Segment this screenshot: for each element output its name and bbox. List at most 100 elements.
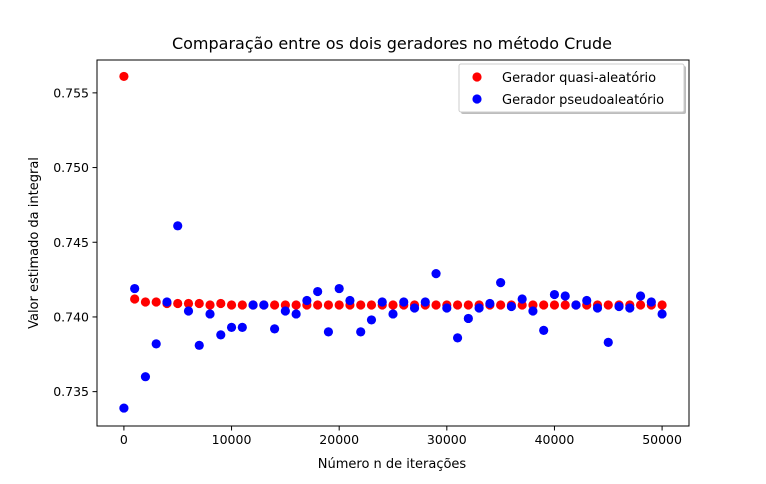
data-point <box>657 300 667 310</box>
data-point <box>356 327 366 337</box>
data-point <box>409 303 420 313</box>
data-point <box>592 303 603 313</box>
data-point <box>151 339 161 349</box>
x-tick-label: 30000 <box>427 432 467 447</box>
data-point <box>323 300 334 310</box>
x-tick-label: 20000 <box>319 432 359 447</box>
axes: 0 10000 20000 30000 40000 50000 0.735 0.740 0.74… <box>53 59 690 447</box>
data-point <box>237 322 247 332</box>
data-point <box>571 300 581 310</box>
data-point <box>205 300 215 310</box>
data-point <box>119 71 129 82</box>
data-point <box>291 309 301 319</box>
data-point <box>270 300 280 310</box>
data-point <box>173 221 183 231</box>
data-point <box>625 303 635 313</box>
data-point <box>635 291 646 301</box>
data-point <box>399 297 409 307</box>
data-point <box>431 300 441 310</box>
data-point <box>130 294 140 304</box>
data-point <box>539 300 549 310</box>
series-2 <box>119 221 667 413</box>
data-point <box>194 298 204 309</box>
data-point <box>377 297 387 307</box>
data-point <box>539 325 549 335</box>
x-tick-label: 40000 <box>535 432 575 447</box>
data-point <box>280 306 290 316</box>
data-point <box>646 297 656 307</box>
data-point <box>194 340 204 350</box>
data-point <box>420 297 430 307</box>
data-point <box>248 300 258 310</box>
data-point <box>140 372 151 382</box>
y-tick-label: 0.755 <box>53 85 89 100</box>
data-point <box>226 322 237 332</box>
data-point <box>313 286 323 297</box>
plot-frame <box>96 59 690 427</box>
data-point <box>506 301 516 312</box>
data-point <box>528 306 538 316</box>
data-point <box>549 300 560 310</box>
legend-marker <box>472 72 482 82</box>
data-point <box>388 300 398 310</box>
data-point <box>270 324 280 334</box>
data-point <box>323 327 334 337</box>
data-point <box>366 315 377 325</box>
legend: Gerador quasi-aleatório Gerador pseudoale… <box>458 63 686 114</box>
data-point <box>635 300 646 310</box>
data-point <box>259 300 269 310</box>
data-point <box>291 300 301 310</box>
y-tick-label: 0.740 <box>53 309 89 324</box>
x-axis-label: Número n de iterações <box>318 457 467 472</box>
data-point <box>463 313 473 324</box>
data-point <box>496 300 506 310</box>
legend-marker <box>472 94 482 104</box>
data-point <box>226 300 237 310</box>
data-point <box>173 298 183 309</box>
data-point <box>183 298 194 309</box>
data-point <box>560 291 570 301</box>
data-point <box>463 300 473 310</box>
data-point <box>560 300 570 310</box>
data-point <box>603 300 613 310</box>
y-tick-label: 0.735 <box>53 384 89 399</box>
legend-box <box>458 63 685 113</box>
data-point <box>334 300 344 310</box>
data-point <box>582 295 592 306</box>
data-point <box>334 283 344 294</box>
data-point <box>302 295 312 306</box>
plot-area <box>119 71 667 413</box>
data-point <box>183 306 194 316</box>
y-axis-label: Valor estimado da integral <box>27 157 42 329</box>
x-tick-label: 10000 <box>212 432 252 447</box>
data-point <box>496 277 506 288</box>
x-tick-label: 50000 <box>642 432 682 447</box>
data-point <box>442 303 452 313</box>
data-point <box>603 337 613 347</box>
data-point <box>549 289 560 300</box>
data-point <box>140 297 151 307</box>
chart-title: Comparação entre os dois geradores no mé… <box>172 34 612 53</box>
data-point <box>216 298 226 309</box>
data-point <box>614 301 624 312</box>
data-point <box>474 303 484 313</box>
legend-label: Gerador pseudoaleatório <box>502 93 664 108</box>
data-point <box>657 309 667 319</box>
data-point <box>162 297 172 307</box>
data-point <box>388 309 398 319</box>
legend-label: Gerador quasi-aleatório <box>502 71 656 86</box>
data-point <box>130 283 140 294</box>
data-point <box>119 403 129 413</box>
data-point <box>216 330 226 340</box>
data-point <box>345 295 355 306</box>
data-point <box>237 300 247 310</box>
x-tick-label: 0 <box>120 432 128 447</box>
data-point <box>452 333 463 343</box>
data-point <box>356 300 366 310</box>
data-point <box>313 300 323 310</box>
data-point <box>205 309 215 319</box>
data-point <box>517 294 527 304</box>
y-tick-label: 0.750 <box>53 160 89 175</box>
